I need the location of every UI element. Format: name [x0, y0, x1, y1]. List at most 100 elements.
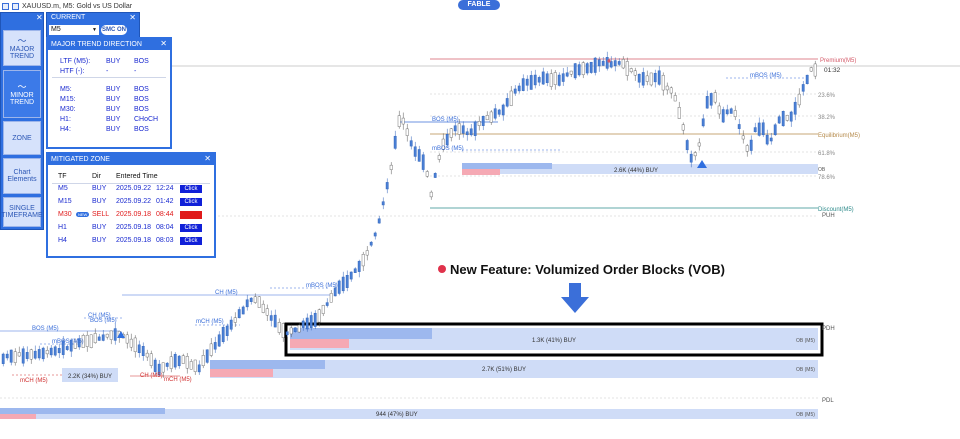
choch-label: CH (M5): [215, 290, 238, 296]
zone-date: 2025.09.18: [116, 224, 152, 231]
candle-body: [505, 98, 509, 107]
candle-body: [97, 336, 101, 341]
major-trend-button[interactable]: 〜 MAJOR TREND: [3, 30, 41, 66]
candle-body: [45, 350, 49, 355]
vob-label: 2.6K (44%) BUY: [614, 168, 658, 174]
minor-trend-button[interactable]: 〜 MINOR TREND: [3, 70, 41, 118]
candle-body: [61, 340, 65, 355]
candle-body: [689, 153, 693, 163]
symbol-title: XAUUSD.m, M5: Gold vs US Dollar: [22, 3, 133, 10]
close-icon[interactable]: ✕: [129, 13, 136, 22]
trend-timeframe: LTF (M5):: [60, 58, 91, 65]
zone-time: 01:42: [156, 198, 174, 205]
candle-body: [717, 105, 721, 115]
chart-icon[interactable]: [12, 3, 19, 10]
candle-body: [125, 334, 129, 344]
candle-body: [213, 342, 217, 350]
close-icon[interactable]: ✕: [160, 39, 167, 48]
trend-type: BOS: [134, 106, 149, 113]
candle-body: [517, 85, 521, 92]
mitigated-zone-panel: MITIGATED ZONE ✕ TF Dir Entered Time M5 B…: [46, 152, 216, 258]
candle-body: [673, 95, 677, 102]
candle-body: [545, 73, 549, 83]
mbos-label: mBOS (M5): [750, 73, 782, 79]
ob-label: OB (M5): [796, 367, 815, 373]
candle-body: [609, 61, 613, 68]
zone-timeframe: H1: [58, 224, 67, 231]
order-block-volume-sell: [0, 414, 36, 419]
click-button[interactable]: Click: [180, 185, 202, 193]
candle-body: [77, 338, 81, 348]
candle-body: [769, 137, 773, 142]
chart-elements-button[interactable]: Chart Elements: [3, 158, 41, 194]
candle-body: [113, 328, 117, 341]
candle-body: [561, 73, 565, 82]
zone-button[interactable]: ZONE: [3, 121, 41, 155]
candle-body: [761, 122, 765, 136]
candle-body: [265, 308, 269, 316]
pdl-label: PDL: [822, 398, 834, 404]
candle-body: [185, 356, 189, 369]
candle-body: [221, 326, 225, 342]
close-icon[interactable]: ✕: [36, 13, 43, 22]
grid-icon[interactable]: [2, 3, 9, 10]
click-button[interactable]: Click: [180, 198, 202, 206]
candle-body: [217, 334, 221, 347]
trend-type: BOS: [134, 96, 149, 103]
candle-body: [225, 325, 229, 336]
table-row: M15 BUY 2025.09.22 01:42 Click: [48, 198, 214, 208]
candle-body: [669, 87, 673, 94]
puh-label: PUH: [822, 213, 835, 219]
order-block-volume-buy: [290, 328, 432, 339]
candle-body: [437, 155, 441, 160]
candle-body: [713, 92, 717, 103]
candle-body: [765, 134, 769, 145]
trend-direction: BUY: [106, 86, 121, 93]
order-block-zone: [210, 360, 818, 378]
click-button[interactable]: Click: [180, 237, 202, 245]
candle-body: [581, 62, 585, 76]
divider: [52, 77, 166, 78]
candle-body: [625, 61, 629, 76]
column-header-time: Entered Time: [116, 173, 158, 180]
candle-body: [53, 346, 57, 356]
candle-body: [57, 348, 61, 354]
mbos-label: mBOS (M5): [432, 146, 464, 152]
candle-body: [137, 344, 141, 354]
click-button[interactable]: Click: [180, 224, 202, 232]
ob-label: OB: [818, 167, 826, 173]
candle-body: [777, 116, 781, 124]
candle-body: [781, 110, 785, 127]
candle-body: [381, 201, 385, 206]
fib-236-label: 23.6%: [818, 93, 836, 99]
pin-icon: [438, 265, 446, 273]
click-button[interactable]: Click: [180, 211, 202, 219]
candle-body: [365, 250, 369, 256]
candle-body: [533, 74, 537, 86]
timeframe-select[interactable]: M5 ▼: [49, 25, 99, 35]
candle-body: [173, 353, 177, 368]
trend-timeframe: H1:: [60, 116, 71, 123]
candle-body: [25, 352, 29, 359]
candle-body: [593, 57, 597, 73]
candle-body: [257, 296, 261, 308]
ob-label: OB (M5): [796, 412, 815, 418]
candle-body: [449, 128, 453, 138]
close-icon[interactable]: ✕: [204, 154, 211, 163]
fib-786-label: 78.6%: [818, 175, 836, 181]
smc-toggle-button[interactable]: SMC ON: [101, 25, 127, 35]
candle-body: [341, 276, 345, 292]
candle-body: [525, 78, 529, 86]
vob-label: 1.3K (41%) BUY: [532, 338, 576, 344]
candlesticks: [1, 51, 817, 378]
single-timeframe-button[interactable]: SINGLE TIMEFRAME: [1, 197, 43, 227]
candle-body: [541, 71, 545, 85]
candle-body: [677, 107, 681, 119]
ob-label: OB (M5): [796, 338, 815, 344]
candle-body: [5, 353, 9, 359]
candle-body: [657, 70, 661, 85]
vob-highlight-box: [284, 322, 824, 357]
candle-body: [313, 312, 317, 327]
candle-body: [737, 124, 741, 129]
